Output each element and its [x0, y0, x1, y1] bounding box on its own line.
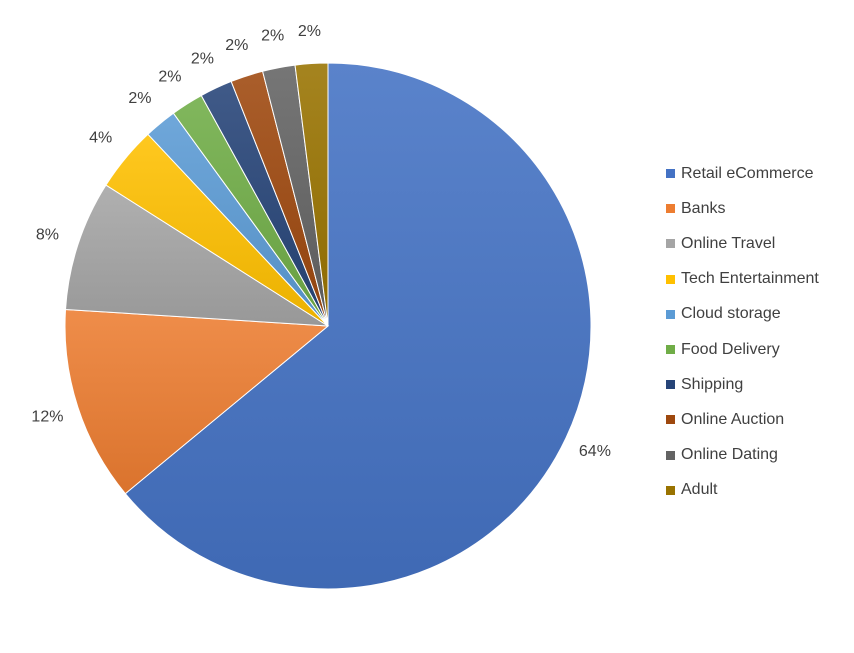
pie-slice-online-travel: [64, 184, 329, 327]
pie-slice-adult: [294, 62, 329, 327]
chart-legend: Retail eCommerce Banks Online Travel Tech E…: [666, 156, 819, 508]
legend-swatch: [666, 169, 675, 179]
legend-label: Shipping: [681, 375, 744, 393]
legend-item: Online Travel: [666, 226, 819, 261]
pie-value-label: 2%: [191, 51, 214, 68]
legend-label: Adult: [681, 481, 718, 499]
legend-label: Online Travel: [681, 234, 776, 252]
pie-value-label: 64%: [579, 443, 611, 460]
pie-value-label: 2%: [128, 90, 151, 107]
legend-item: Retail eCommerce: [666, 156, 819, 191]
pie-value-label: 2%: [298, 23, 321, 40]
pie-value-label: 4%: [89, 129, 112, 146]
legend-label: Banks: [681, 199, 726, 217]
legend-swatch: [666, 415, 675, 425]
legend-item: Online Dating: [666, 438, 819, 473]
pie-value-labels: 64% 12% 8% 4% 2% 2% 2% 2% 2% 2%: [31, 23, 611, 460]
pie-value-label: 2%: [261, 28, 284, 45]
legend-swatch: [666, 239, 675, 249]
legend-item: Shipping: [666, 367, 819, 402]
legend-item: Cloud storage: [666, 297, 819, 332]
legend-item: Food Delivery: [666, 332, 819, 367]
pie-slices: [64, 62, 592, 590]
pie-value-label: 12%: [31, 409, 63, 426]
pie-value-label: 2%: [225, 37, 248, 54]
legend-item: Adult: [666, 473, 819, 508]
legend-label: Online Dating: [681, 446, 778, 464]
legend-swatch: [666, 380, 675, 390]
legend-label: Tech Entertainment: [681, 270, 819, 288]
legend-item: Banks: [666, 191, 819, 226]
legend-item: Online Auction: [666, 402, 819, 437]
legend-label: Cloud storage: [681, 305, 781, 323]
pie-value-label: 2%: [158, 68, 181, 85]
legend-label: Online Auction: [681, 410, 785, 428]
legend-swatch: [666, 345, 675, 355]
legend-item: Tech Entertainment: [666, 262, 819, 297]
legend-swatch: [666, 450, 675, 460]
legend-swatch: [666, 204, 675, 214]
pie-value-label: 8%: [36, 226, 59, 243]
legend-swatch: [666, 485, 675, 495]
legend-label: Retail eCommerce: [681, 164, 814, 182]
legend-swatch: [666, 309, 675, 319]
legend-label: Food Delivery: [681, 340, 780, 358]
pie-slice-retail-ecommerce: [124, 62, 592, 590]
pie-slice-banks: [64, 308, 330, 495]
legend-swatch: [666, 274, 675, 284]
